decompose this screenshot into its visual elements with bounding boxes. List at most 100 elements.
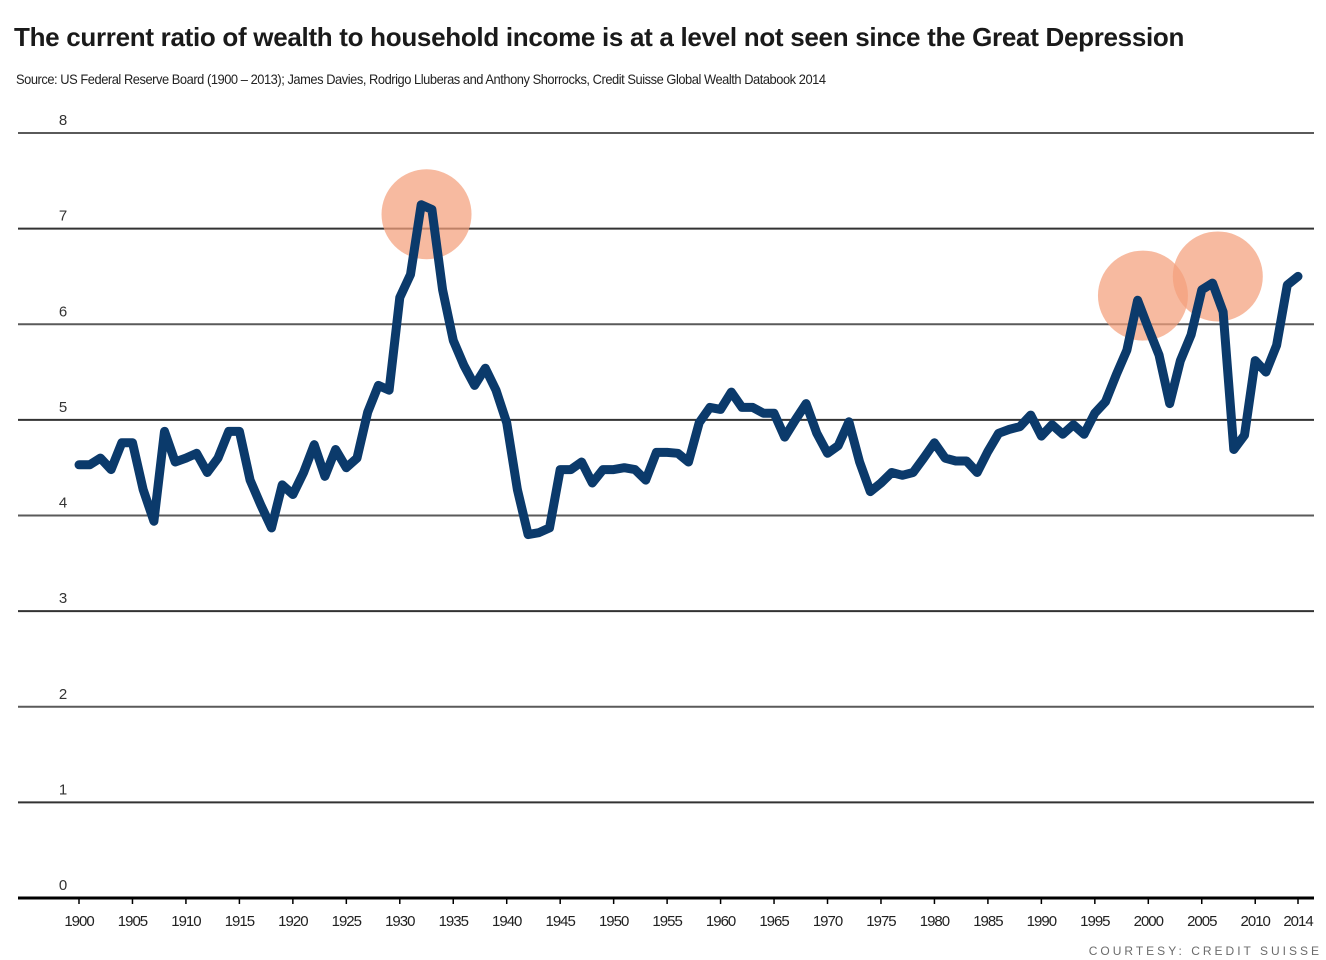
y-tick-label: 3 [59,590,67,607]
data-point-2011 [1261,368,1270,377]
data-point-1900 [75,460,84,469]
data-point-1949 [598,465,607,474]
y-tick-label: 0 [59,877,67,894]
data-point-1977 [898,471,907,480]
data-point-1963 [748,403,757,412]
data-point-1936 [459,361,468,370]
data-point-1958 [695,418,704,427]
data-point-1955 [663,448,672,457]
data-point-1984 [973,468,982,477]
data-point-1916 [246,476,255,485]
data-point-1982 [951,456,960,465]
data-point-2002 [1165,399,1174,408]
data-point-1943 [534,528,543,537]
series-group [74,200,1303,540]
data-point-1938 [481,364,490,373]
data-point-1910 [181,454,190,463]
data-point-1973 [855,457,864,466]
data-point-1960 [716,405,725,414]
data-point-2004 [1187,330,1196,339]
data-point-1942 [524,530,533,539]
data-point-1993 [1069,420,1078,429]
data-point-1952 [631,465,640,474]
highlight-circle-2 [1097,250,1188,341]
data-point-1967 [791,415,800,424]
data-point-1974 [866,487,875,496]
data-point-1962 [737,403,746,412]
data-point-2013 [1283,281,1292,290]
data-point-1971 [834,441,843,450]
data-point-1923 [320,472,329,481]
data-point-1961 [727,388,736,397]
chart-source: Source: US Federal Reserve Board (1900 –… [16,71,826,87]
x-tick-label: 2010 [1241,913,1271,930]
data-point-2000 [1144,324,1153,333]
data-point-1908 [160,427,169,436]
data-point-1941 [513,485,522,494]
y-tick-label: 6 [59,303,67,320]
data-point-1996 [1101,397,1110,406]
data-point-1930 [395,293,404,302]
data-point-1925 [342,463,351,472]
highlight-circle-1 [381,169,472,260]
data-point-1995 [1090,409,1099,418]
data-point-1970 [823,449,832,458]
x-tick-label: 1945 [545,913,575,930]
data-point-2012 [1272,341,1281,350]
data-point-2014 [1294,272,1303,281]
x-tick-label: 1935 [439,913,469,930]
data-point-1922 [310,440,319,449]
data-point-1972 [844,417,853,426]
data-point-1904 [117,438,126,447]
data-point-1959 [705,403,714,412]
data-point-1999 [1133,296,1142,305]
x-tick-label: 1995 [1080,913,1110,930]
data-point-1988 [1015,422,1024,431]
x-axis: 1900 1905 1910 1915 1920 1925 1930 1935 1940 1945… [64,898,1314,930]
y-tick-label: 1 [59,781,67,798]
data-point-1986 [994,429,1003,438]
data-point-1929 [385,386,394,395]
data-point-1911 [192,449,201,458]
data-point-1968 [802,399,811,408]
data-point-1902 [96,454,105,463]
data-point-1991 [1048,420,1057,429]
data-point-2003 [1176,356,1185,365]
data-point-1976 [887,468,896,477]
data-point-1944 [545,523,554,532]
data-point-1966 [780,433,789,442]
data-point-1927 [363,408,372,417]
data-point-1934 [438,285,447,294]
data-point-1921 [299,468,308,477]
y-tick-label: 8 [59,112,67,129]
x-tick-label: 1980 [920,913,950,930]
data-point-1957 [684,457,693,466]
x-tick-label: 1970 [813,913,843,930]
data-point-1935 [449,336,458,345]
x-tick-label: 1965 [759,913,789,930]
data-point-1975 [876,478,885,487]
y-axis-ticks: 0 1 2 3 4 5 6 7 8 [59,112,67,894]
data-point-1964 [759,409,768,418]
data-point-1978 [909,468,918,477]
data-point-1901 [85,460,94,469]
data-point-1980 [930,438,939,447]
data-point-1985 [983,447,992,456]
x-tick-label: 1915 [225,913,255,930]
data-point-1920 [288,490,297,499]
x-tick-label: 1955 [652,913,682,930]
y-tick-label: 2 [59,686,67,703]
data-point-1953 [641,476,650,485]
data-point-1931 [406,270,415,279]
data-point-1926 [353,454,362,463]
data-point-1913 [214,454,223,463]
data-point-1956 [673,449,682,458]
x-tick-label: 1975 [866,913,896,930]
data-point-1946 [566,465,575,474]
data-point-1987 [1005,425,1014,434]
data-point-1969 [812,429,821,438]
data-point-1932 [417,200,426,209]
data-point-1928 [374,381,383,390]
x-tick-label: 2000 [1134,913,1164,930]
